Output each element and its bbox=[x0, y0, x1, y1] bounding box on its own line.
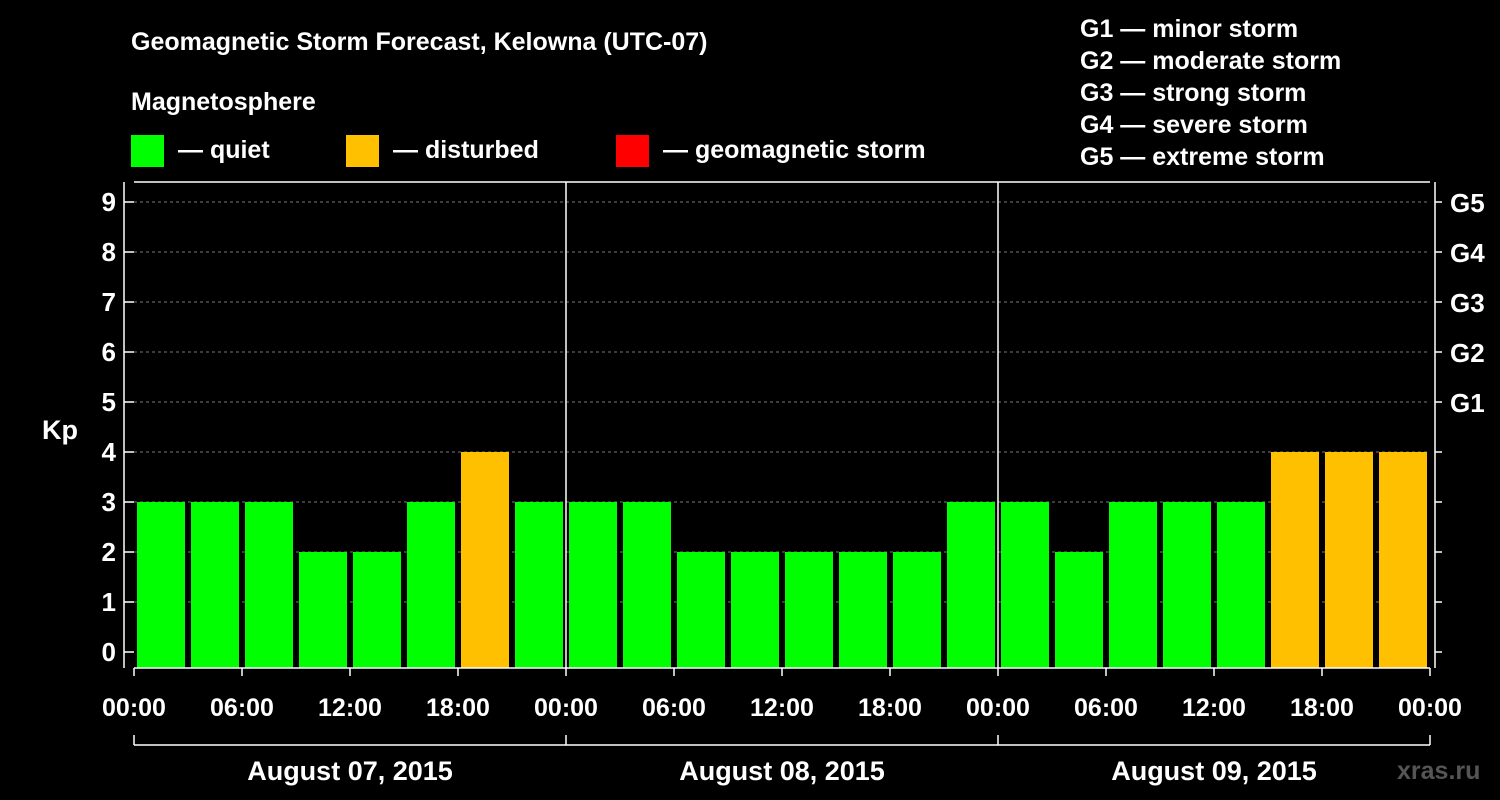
x-tick-label: 18:00 bbox=[858, 694, 922, 722]
kp-bar bbox=[1325, 452, 1373, 668]
y-tick-label: 0 bbox=[102, 637, 116, 667]
kp-bar bbox=[947, 502, 995, 668]
y-tick-label: 8 bbox=[102, 237, 116, 267]
chart-title: Geomagnetic Storm Forecast, Kelowna (UTC… bbox=[131, 28, 708, 56]
y-tick-label: 2 bbox=[102, 537, 116, 567]
bars bbox=[137, 452, 1427, 668]
g-scale-label: G5 bbox=[1450, 188, 1485, 218]
y-tick-label: 1 bbox=[102, 587, 116, 617]
legend-swatch-disturbed bbox=[346, 135, 379, 167]
x-tick-label: 00:00 bbox=[1398, 694, 1462, 722]
y-tick-label: 7 bbox=[102, 287, 116, 317]
y-tick-label: 9 bbox=[102, 187, 116, 217]
y-tick-label: 6 bbox=[102, 337, 116, 367]
storm-scale-g5: G5 — extreme storm bbox=[1080, 143, 1325, 171]
x-tick-label: 18:00 bbox=[426, 694, 490, 722]
x-tick-label: 06:00 bbox=[642, 694, 706, 722]
x-tick-label: 00:00 bbox=[102, 694, 166, 722]
x-tick-label: 06:00 bbox=[210, 694, 274, 722]
x-tick-label: 12:00 bbox=[1182, 694, 1246, 722]
kp-bar bbox=[677, 552, 725, 668]
legend-heading: Magnetosphere bbox=[131, 88, 316, 116]
storm-scale-g4: G4 — severe storm bbox=[1080, 111, 1308, 139]
kp-bar bbox=[731, 552, 779, 668]
kp-bar bbox=[839, 552, 887, 668]
kp-bar bbox=[137, 502, 185, 668]
kp-bar bbox=[299, 552, 347, 668]
kp-bar bbox=[245, 502, 293, 668]
kp-bar bbox=[785, 552, 833, 668]
kp-bar bbox=[1055, 552, 1103, 668]
axis-labels: 0 1 2 3 4 5 6 7 8 9 G1 G2 G3 G4 G5 00:00 06:00 12:00 18:00… bbox=[102, 187, 1486, 786]
legend-swatch-quiet bbox=[131, 135, 164, 167]
y-axis-label: Kp bbox=[42, 415, 78, 445]
y-tick-label: 3 bbox=[102, 487, 116, 517]
legend-label-disturbed: — disturbed bbox=[393, 136, 539, 164]
grid-lines bbox=[134, 201, 1430, 603]
g-scale-label: G2 bbox=[1450, 338, 1485, 368]
kp-bar bbox=[569, 502, 617, 668]
kp-bar bbox=[1109, 502, 1157, 668]
y-tick-label: 5 bbox=[102, 387, 116, 417]
kp-bar bbox=[1271, 452, 1319, 668]
legend-swatch-storm bbox=[616, 135, 649, 167]
y-tick-label: 4 bbox=[102, 437, 117, 467]
kp-bar bbox=[1217, 502, 1265, 668]
kp-bar bbox=[893, 552, 941, 668]
kp-bar bbox=[353, 552, 401, 668]
kp-bar bbox=[461, 452, 509, 668]
kp-bar bbox=[407, 502, 455, 668]
x-tick-label: 06:00 bbox=[1074, 694, 1138, 722]
date-label: August 08, 2015 bbox=[679, 756, 885, 786]
storm-scale-g3: G3 — strong storm bbox=[1080, 79, 1306, 107]
kp-bar bbox=[515, 502, 563, 668]
kp-bar bbox=[1163, 502, 1211, 668]
kp-bar bbox=[1001, 502, 1049, 668]
storm-scale-g2: G2 — moderate storm bbox=[1080, 47, 1341, 75]
legend-label-storm: — geomagnetic storm bbox=[663, 136, 926, 164]
x-tick-label: 00:00 bbox=[966, 694, 1030, 722]
axes bbox=[123, 181, 1442, 746]
kp-bar bbox=[1379, 452, 1427, 668]
g-scale-label: G1 bbox=[1450, 388, 1485, 418]
date-label: August 09, 2015 bbox=[1111, 756, 1317, 786]
x-tick-label: 18:00 bbox=[1290, 694, 1354, 722]
g-scale-label: G4 bbox=[1450, 238, 1485, 268]
x-tick-label: 12:00 bbox=[750, 694, 814, 722]
kp-bar bbox=[191, 502, 239, 668]
legend-label-quiet: — quiet bbox=[178, 136, 270, 164]
storm-scale-g1: G1 — minor storm bbox=[1080, 15, 1298, 43]
x-tick-label: 12:00 bbox=[318, 694, 382, 722]
date-label: August 07, 2015 bbox=[247, 756, 453, 786]
g-scale-label: G3 bbox=[1450, 288, 1485, 318]
kp-bar bbox=[623, 502, 671, 668]
watermark: xras.ru bbox=[1397, 757, 1480, 785]
x-tick-label: 00:00 bbox=[534, 694, 598, 722]
